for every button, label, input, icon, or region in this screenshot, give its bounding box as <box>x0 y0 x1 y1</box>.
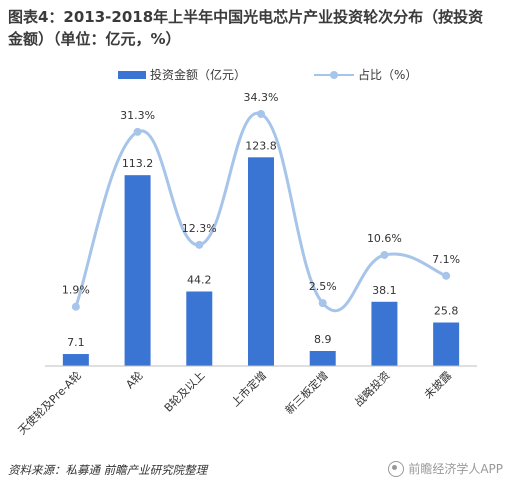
legend-line-label: 占比（%） <box>358 68 418 82</box>
watermark: 前瞻经济学人APP <box>388 460 503 477</box>
bar-value-label-6: 25.8 <box>434 305 459 318</box>
share-label-2: 12.3% <box>182 222 217 235</box>
legend-bar-swatch <box>118 70 146 79</box>
x-tick-label-4: 新三板定增 <box>282 368 331 417</box>
bar-6 <box>433 322 460 366</box>
legend-item-share: 占比（%） <box>314 66 417 83</box>
bar-value-label-3: 123.8 <box>245 139 277 152</box>
share-label-1: 31.3% <box>120 109 155 122</box>
chart-legend: 投资金额（亿元） 占比（%） <box>0 66 509 86</box>
share-label-5: 10.6% <box>367 232 402 245</box>
bar-3 <box>248 157 274 366</box>
wechat-icon <box>388 460 405 477</box>
share-point-5 <box>380 250 389 259</box>
share-label-4: 2.5% <box>309 280 337 293</box>
x-tick-label-1: A轮 <box>123 368 146 391</box>
bar-1 <box>124 175 151 366</box>
chart-title-line-2: 金额）（单位：亿元，%） <box>8 30 181 48</box>
bar-value-label-1: 113.2 <box>122 157 154 170</box>
share-label-6: 7.1% <box>432 253 460 266</box>
x-tick-label-2: B轮及以上 <box>161 368 207 414</box>
share-point-1 <box>133 127 142 136</box>
legend-item-amount: 投资金额（亿元） <box>118 66 246 83</box>
chart-title-line-1: 图表4：2013-2018年上半年中国光电芯片产业投资轮次分布（按投资 <box>8 8 484 26</box>
x-tick-label-3: 上市定增 <box>228 368 269 409</box>
share-point-2 <box>195 240 204 249</box>
bar-series <box>62 157 460 366</box>
bar-5 <box>371 301 398 366</box>
x-tick-label-0: 天使轮及Pre-A轮 <box>15 368 84 437</box>
bar-value-label-5: 38.1 <box>372 284 397 297</box>
x-tick-label-5: 战略投资 <box>352 368 393 409</box>
x-tick-labels: 天使轮及Pre-A轮 A轮 B轮及以上 上市定增 新三板定增 战略投资 未披露 <box>15 368 454 437</box>
source-note: 资料来源：私募通 前瞻产业研究院整理 <box>8 463 208 477</box>
watermark-text: 前瞻经济学人APP <box>408 462 503 476</box>
share-point-6 <box>442 271 451 280</box>
share-label-3: 34.3% <box>244 91 279 104</box>
bar-value-label-0: 7.1 <box>67 336 85 349</box>
legend-bar-label: 投资金额（亿元） <box>150 68 247 82</box>
chart-title: 图表4：2013-2018年上半年中国光电芯片产业投资轮次分布（按投资 金额）（… <box>8 6 503 50</box>
bar-value-labels: 7.1 113.2 44.2 123.8 8.9 38.1 25.8 <box>67 139 458 349</box>
bar-value-label-2: 44.2 <box>187 273 212 286</box>
share-point-3 <box>257 110 265 119</box>
share-point-4 <box>318 299 327 308</box>
line-series: 1.9% 31.3% 12.3% 34.3% 2.5% 10.6% 7.1% <box>62 91 460 313</box>
x-tick-label-6: 未披露 <box>421 368 454 401</box>
bar-value-label-4: 8.9 <box>314 333 332 346</box>
bar-2 <box>186 291 213 366</box>
bar-4 <box>309 350 336 366</box>
legend-line-swatch <box>314 69 354 81</box>
share-label-0: 1.9% <box>62 284 90 297</box>
bar-0 <box>62 354 89 366</box>
share-point-0 <box>71 302 80 311</box>
